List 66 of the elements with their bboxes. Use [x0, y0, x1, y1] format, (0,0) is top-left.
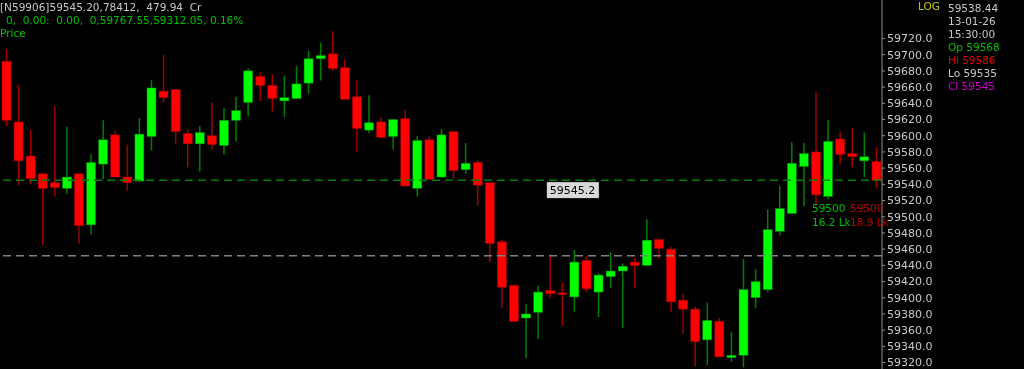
y-tick-label: 59540.0 — [887, 178, 933, 192]
y-tick-label: 59440.0 — [887, 259, 933, 273]
text: 15:30:00 — [948, 28, 996, 40]
y-tick-label: 59480.0 — [887, 226, 933, 240]
candlestick — [50, 105, 60, 198]
candlestick — [267, 73, 278, 113]
y-tick-label: 59680.0 — [887, 64, 933, 78]
annotation: Price — [0, 27, 26, 39]
ref-line-label: 59545.2 — [549, 184, 596, 198]
candlestick — [182, 128, 193, 169]
candlestick — [472, 159, 483, 207]
candlestick — [702, 301, 713, 366]
candlestick — [25, 129, 36, 186]
y-tick-label: 59700.0 — [887, 48, 933, 62]
y-tick-label: 59600.0 — [887, 129, 933, 143]
candlestick — [654, 238, 664, 260]
y-tick-label: 59720.0 — [887, 32, 933, 46]
text: Lo 59535 — [948, 67, 997, 79]
candlestick — [122, 143, 133, 192]
annotation: 16.2 Lk — [812, 216, 851, 228]
annotation: 18.9 Lk — [850, 216, 889, 228]
candlestick — [678, 292, 688, 335]
text: Cl 59545 — [948, 80, 995, 92]
y-tick-label: 59320.0 — [887, 356, 933, 369]
candlestick — [38, 173, 48, 246]
y-tick-label: 59340.0 — [887, 340, 933, 354]
y-tick-label: 59360.0 — [887, 324, 933, 338]
candlestick — [859, 131, 870, 178]
y-tick-label: 59560.0 — [887, 162, 933, 176]
y-tick-label: 59380.0 — [887, 307, 933, 321]
y-tick-label: 59660.0 — [887, 81, 933, 95]
candlestick — [207, 101, 217, 151]
text: 59538.44 — [948, 2, 999, 14]
candlestick — [195, 125, 205, 173]
candlestick — [460, 142, 471, 175]
text: 0, 0.00: 0.00, 0,59767.55,59312.05, 0.16% — [6, 14, 244, 26]
candlestick — [775, 185, 785, 237]
candlestick — [533, 284, 543, 340]
candlestick — [835, 130, 845, 165]
text: 13-01-26 — [948, 15, 996, 27]
chart-title: [N59906]59545.20,78412, 479.94 Cr — [0, 1, 202, 13]
annotation: 59500 — [850, 202, 884, 214]
candlestick — [364, 94, 374, 135]
candlestick — [231, 96, 241, 143]
text: Hi 59586 — [948, 54, 996, 66]
candlestick — [255, 71, 265, 102]
candlestick — [158, 53, 169, 104]
y-tick-label: 59520.0 — [887, 194, 933, 208]
y-tick-label: 59580.0 — [887, 145, 933, 159]
candlestick — [630, 257, 640, 289]
y-tick-label: 59420.0 — [887, 275, 933, 289]
y-tick-label: 59500.0 — [887, 210, 933, 224]
candlestick — [847, 127, 857, 169]
y-tick-label: 59640.0 — [887, 97, 933, 111]
y-tick-label: 59400.0 — [887, 291, 933, 305]
candlestick — [557, 281, 568, 327]
candlestick — [545, 254, 555, 299]
candlestick — [327, 30, 338, 72]
text: Op 59568 — [948, 41, 1000, 53]
text: LOG — [918, 0, 940, 12]
annotation: 59500 — [812, 202, 846, 214]
candlestick — [521, 303, 531, 360]
y-tick-label: 59460.0 — [887, 243, 933, 257]
candlestick — [388, 118, 398, 151]
y-tick-label: 59620.0 — [887, 113, 933, 127]
candlestick — [617, 262, 628, 329]
